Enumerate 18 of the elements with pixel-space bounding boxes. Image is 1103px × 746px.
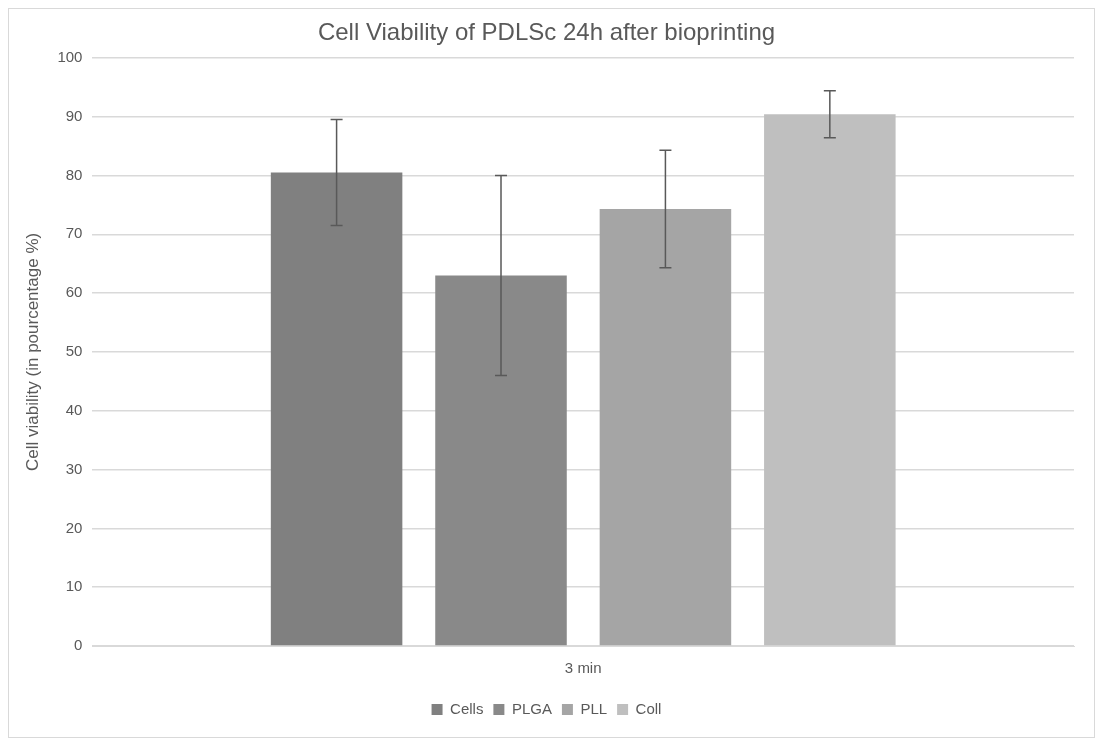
- y-tick-label: 0: [74, 636, 83, 654]
- chart-title: Cell Viability of PDLSc 24h after bioprinting: [317, 18, 776, 46]
- y-axis-title: Cell viability (in pourcentage %): [22, 232, 42, 471]
- x-tick-label: 3 min: [564, 659, 602, 677]
- y-tick-label: 10: [65, 577, 83, 595]
- legend-label: Coll: [635, 699, 662, 717]
- legend-label: PLL: [580, 699, 608, 717]
- y-tick-label: 50: [65, 342, 83, 360]
- y-tick-label: 40: [65, 400, 83, 418]
- y-tick-label: 30: [65, 459, 83, 477]
- y-tick-label: 90: [65, 106, 83, 124]
- legend-label: PLGA: [511, 699, 552, 717]
- y-tick-label: 60: [65, 283, 83, 301]
- y-tick-label: 20: [65, 518, 83, 536]
- y-tick-label: 70: [65, 224, 83, 242]
- y-tick-label: 80: [65, 165, 83, 183]
- legend-label: Cells: [450, 699, 484, 717]
- y-tick-label: 100: [57, 47, 83, 65]
